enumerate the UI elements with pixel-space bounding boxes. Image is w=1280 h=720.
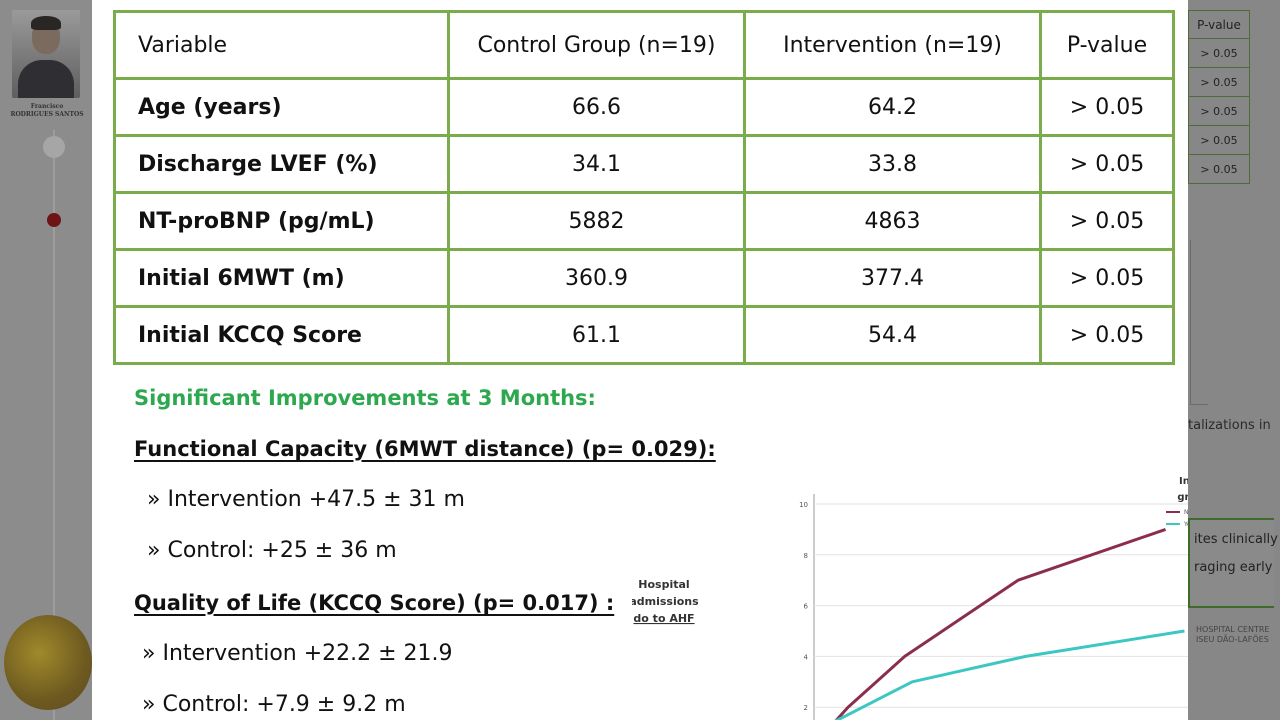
table-cell: Discharge LVEF (%) [113, 134, 450, 194]
table-row: Initial KCCQ Score 61.1 54.4 > 0.05 [113, 305, 1175, 365]
table-header-cell: Intervention (n=19) [743, 10, 1042, 80]
functional-control-item: » Control: +25 ± 36 m [147, 538, 397, 563]
background-table: P-value > 0.05 > 0.05 > 0.05 > 0.05 > 0.… [1188, 10, 1250, 184]
table-cell: > 0.05 [1039, 305, 1175, 365]
table-row: NT-proBNP (pg/mL) 5882 4863 > 0.05 [113, 191, 1175, 251]
table-header-cell: Variable [113, 10, 450, 80]
table-cell: 61.1 [447, 305, 746, 365]
table-cell: > 0.05 [1039, 248, 1175, 308]
table-cell: 4863 [743, 191, 1042, 251]
chart-y-tick-label: 10 [799, 501, 808, 509]
chart-ylabel-line: admissions [632, 595, 699, 608]
presenter-avatar [12, 10, 80, 98]
functional-capacity-title: Functional Capacity (6MWT distance) (p= … [134, 437, 716, 461]
chart-y-tick-label: 2 [804, 704, 808, 712]
table-row: Initial 6MWT (m) 360.9 377.4 > 0.05 [113, 248, 1175, 308]
chart-y-tick-label: 4 [804, 653, 809, 661]
table-cell: 5882 [447, 191, 746, 251]
table-cell: 34.1 [447, 134, 746, 194]
admissions-chart: 2 4 6 8 10 Hospital admissions do to AHF Int… [632, 476, 1188, 720]
table-cell: > 0.05 [1039, 134, 1175, 194]
chart-ylabel-line: do to AHF [633, 612, 694, 625]
decorative-image [4, 615, 92, 710]
legend-label: No [1184, 509, 1188, 516]
improvements-heading: Significant Improvements at 3 Months: [134, 386, 596, 410]
table-row: Age (years) 66.6 64.2 > 0.05 [113, 77, 1175, 137]
series-line-yes [834, 629, 1185, 720]
timeline-dot-active[interactable] [47, 213, 61, 227]
table-cell: Initial KCCQ Score [113, 305, 450, 365]
timeline-dot[interactable] [43, 136, 65, 158]
chart-y-tick-label: 6 [804, 603, 809, 611]
table-cell: NT-proBNP (pg/mL) [113, 191, 450, 251]
chart-series-lines [834, 527, 1185, 720]
table-cell: 33.8 [743, 134, 1042, 194]
background-footer: HOSPITAL CENTRE ISEU DÃO-LAFÕES [1196, 625, 1270, 644]
chart-y-tick-label: 8 [804, 552, 808, 560]
left-background-panel [0, 0, 92, 720]
table-cell: 54.4 [743, 305, 1042, 365]
chart-tick-labels: 2 4 6 8 10 [799, 501, 808, 712]
table-cell: > 0.05 [1039, 191, 1175, 251]
legend-label: Yes [1183, 521, 1188, 528]
table-row: Discharge LVEF (%) 34.1 33.8 > 0.05 [113, 134, 1175, 194]
table-cell: Age (years) [113, 77, 450, 137]
presenter-name: Francisco RODRIGUES SANTOS [10, 103, 84, 118]
table-cell: 64.2 [743, 77, 1042, 137]
table-cell: 66.6 [447, 77, 746, 137]
background-chart-axis [1190, 240, 1191, 405]
baseline-table: Variable Control Group (n=19) Interventi… [113, 10, 1175, 365]
chart-ylabel-line: Hospital [638, 578, 689, 591]
legend-title: Intervention [1179, 476, 1188, 487]
series-line-no [834, 527, 1167, 720]
table-header-cell: Control Group (n=19) [447, 10, 746, 80]
background-caption: talizations in [1188, 418, 1271, 433]
background-chart-axis [1190, 404, 1208, 405]
quality-intervention-item: » Intervention +22.2 ± 21.9 [142, 641, 453, 666]
quality-control-item: » Control: +7.9 ± 9.2 m [142, 692, 406, 717]
functional-intervention-item: » Intervention +47.5 ± 31 m [147, 487, 465, 512]
timeline-line [53, 130, 55, 720]
table-cell: > 0.05 [1039, 77, 1175, 137]
table-header-row: Variable Control Group (n=19) Interventi… [113, 10, 1175, 80]
chart-legend: Intervention group No Yes [1166, 476, 1188, 528]
legend-title: group [1177, 492, 1188, 503]
table-cell: 377.4 [743, 248, 1042, 308]
table-cell: 360.9 [447, 248, 746, 308]
background-box: ites clinically raging early [1188, 518, 1278, 608]
quality-of-life-title: Quality of Life (KCCQ Score) (p= 0.017) … [134, 591, 615, 615]
slide: Variable Control Group (n=19) Interventi… [92, 0, 1188, 720]
table-header-cell: P-value [1039, 10, 1175, 80]
chart-gridlines [813, 494, 1188, 720]
table-cell: Initial 6MWT (m) [113, 248, 450, 308]
